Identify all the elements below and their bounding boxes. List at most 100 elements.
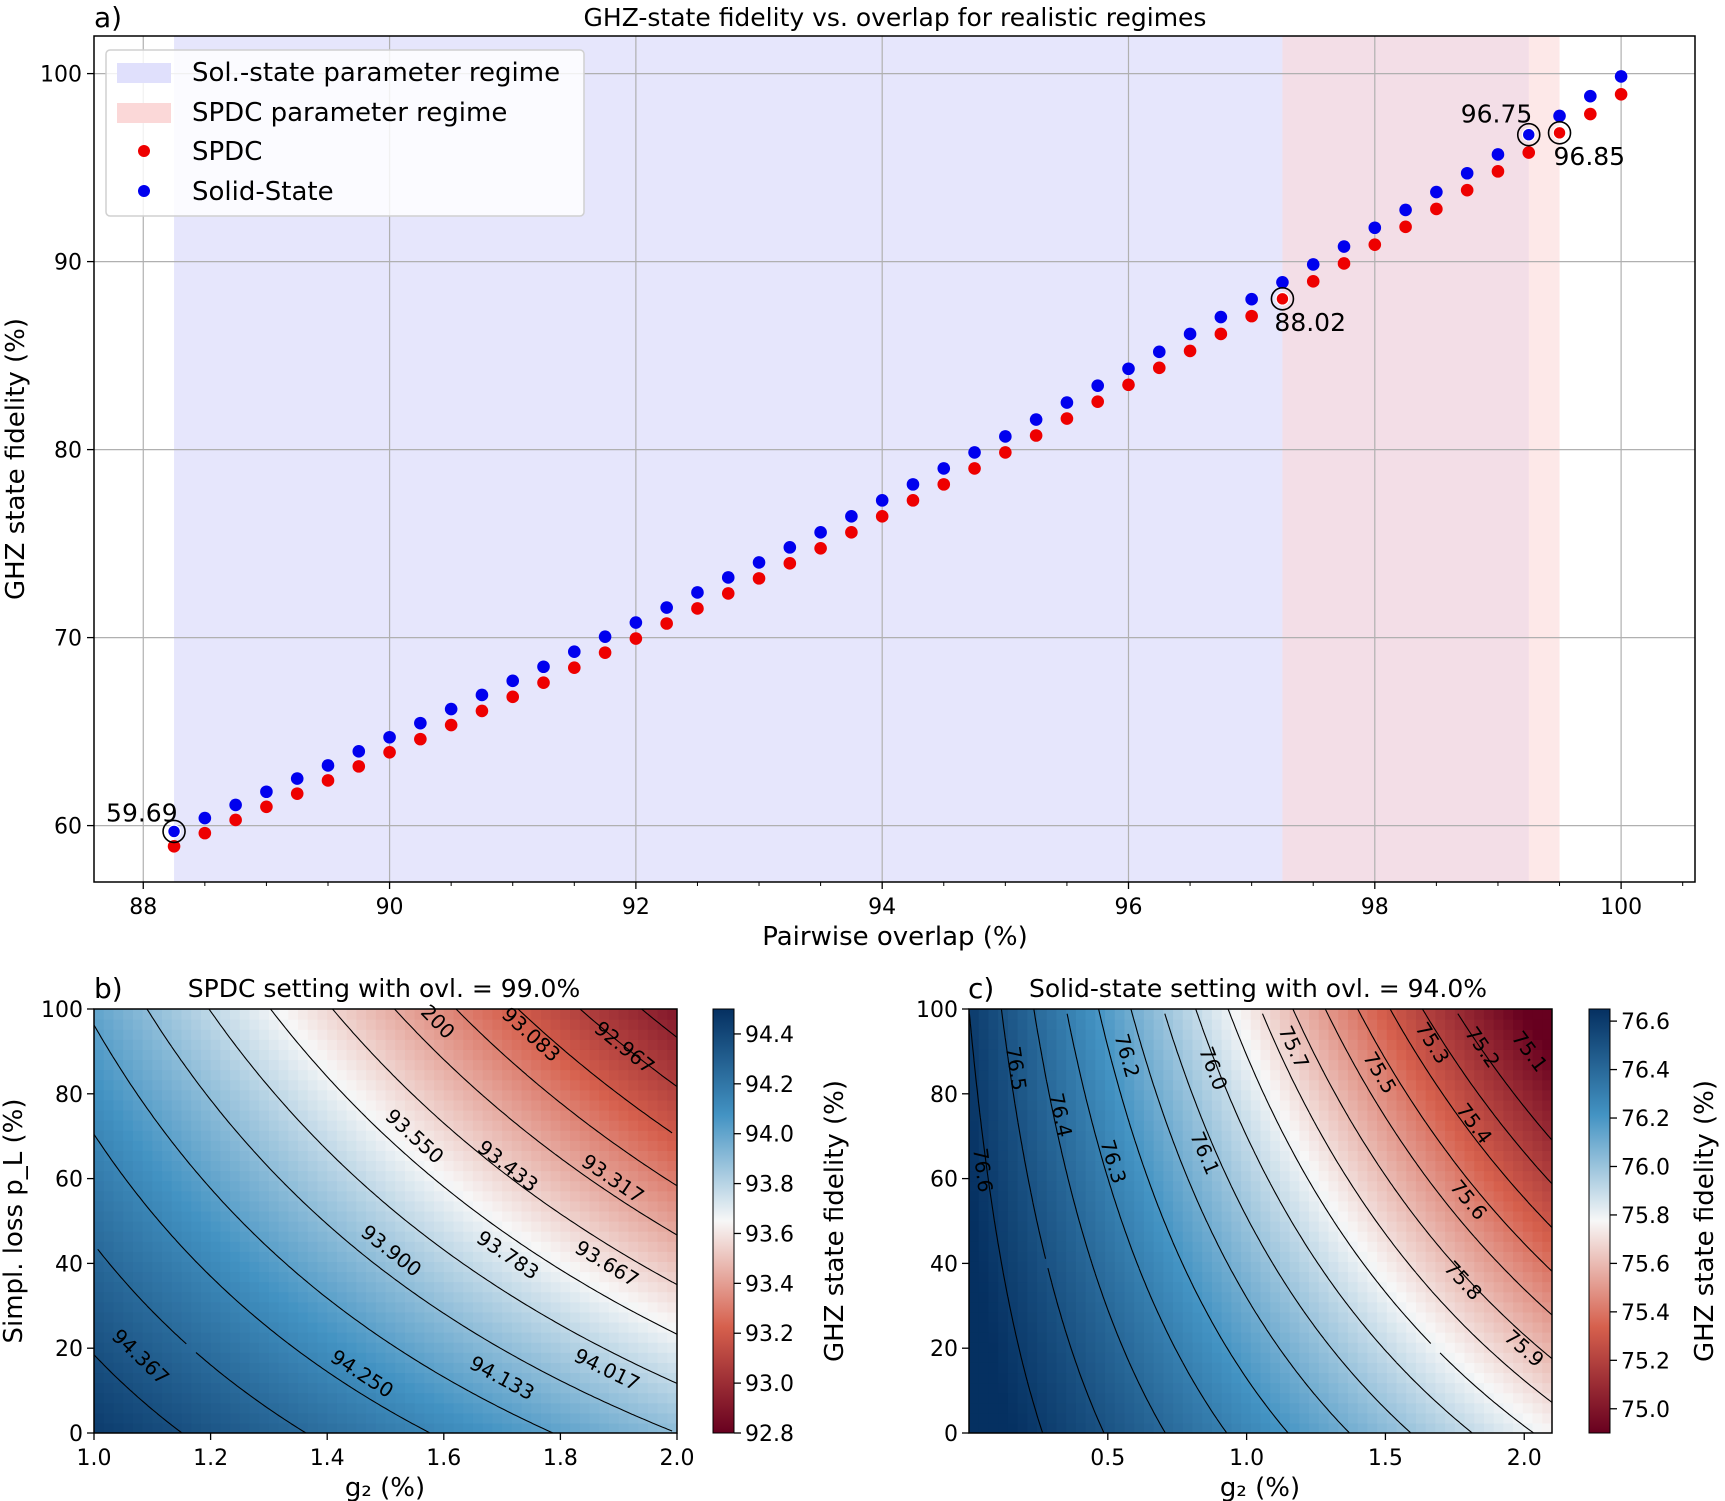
heat-cell [1221,1251,1232,1262]
heat-cell [259,1180,270,1192]
colorbar-tick-label-0: 92.8 [745,1422,794,1447]
heat-cell [969,1231,980,1242]
heat-cell [1299,1382,1310,1394]
heat-cell [336,1039,348,1050]
heat-cell [278,1402,289,1414]
heat-cell [1143,1120,1155,1131]
heat-cell [1435,1210,1446,1222]
heat-cell [1396,1301,1407,1313]
heat-cell [1163,1362,1174,1374]
heat-cell [969,1210,980,1222]
heat-cell [1289,1120,1300,1131]
heat-cell [978,1321,990,1333]
heat-cell [132,1362,144,1374]
heat-cell [570,1029,581,1040]
heat-cell [191,1150,202,1162]
heat-cell [346,1049,357,1061]
heat-cell [579,1382,591,1394]
heat-cell [1114,1251,1126,1262]
heat-cell [171,1009,183,1020]
heat-cell [492,1130,503,1141]
heat-cell [1347,1311,1359,1323]
heat-cell [1007,1079,1019,1091]
heat-cell [249,1079,260,1091]
heat-cell [1377,1382,1388,1394]
heat-cell [1464,1109,1475,1121]
heat-cell [1250,1049,1262,1061]
heat-cell [278,1372,289,1384]
heat-cell [560,1140,571,1151]
heat-cell [618,1412,630,1424]
heat-cell [589,1311,600,1323]
heat-cell [103,1059,115,1071]
heat-cell [1163,1422,1174,1433]
heat-cell [171,1392,183,1404]
heat-cell [502,1120,513,1131]
heat-cell [404,1352,416,1363]
heat-cell [1066,1039,1077,1050]
heat-cell [472,1291,484,1303]
heat-cell [94,1190,105,1202]
heat-cell [1338,1200,1349,1212]
heat-cell [1435,1372,1446,1384]
heat-cell [608,1241,620,1252]
heat-cell [1347,1412,1359,1424]
heat-cell [366,1372,377,1384]
heat-cell [424,1402,435,1414]
heat-cell [579,1099,591,1111]
heat-cell [1250,1200,1262,1212]
heat-cell [492,1271,503,1283]
heat-cell [220,1200,231,1212]
heat-cell [1406,1422,1417,1433]
heat-cell [1338,1190,1349,1202]
heat-cell [1377,1402,1388,1414]
heat-cell [988,1170,999,1182]
heat-cell [1309,1342,1320,1353]
heat-cell [1007,1130,1019,1141]
heat-cell [1250,1009,1262,1020]
heat-cell [103,1402,115,1414]
heat-cell [1231,1362,1242,1374]
heat-cell [1396,1140,1407,1151]
heat-cell [1377,1332,1388,1343]
heat-cell [404,1362,416,1374]
solid-point-23 [875,494,889,507]
heat-cell [463,1301,474,1313]
heat-cell [560,1422,571,1433]
heat-cell [1454,1039,1466,1050]
heat-cell [1445,1140,1456,1151]
heat-cell [1182,1089,1194,1101]
heat-cell [998,1059,1009,1071]
heat-cell [1464,1039,1475,1050]
heat-cell [1017,1422,1028,1433]
heat-cell [230,1140,241,1151]
heat-cell [1299,1352,1310,1363]
heat-cell [385,1382,396,1394]
heat-cell [1221,1099,1232,1111]
heat-cell [1279,1291,1291,1303]
heat-cell [608,1221,620,1232]
heat-cell [1425,1251,1436,1262]
heat-cell [1338,1362,1349,1374]
heat-cell [1415,1150,1427,1162]
heat-cell [1415,1039,1427,1050]
heat-cell [395,1342,406,1353]
heat-cell [1182,1019,1194,1030]
heat-cell [463,1362,474,1374]
heat-cell [453,1099,464,1111]
heat-cell [1328,1332,1339,1343]
heat-cell [152,1422,163,1433]
heat-cell [589,1029,600,1040]
heat-cell [220,1089,231,1101]
heat-cell [288,1150,299,1162]
heat-cell [1046,1372,1058,1384]
heat-cell [1143,1130,1155,1141]
heat-cell [162,1049,173,1061]
heat-cell [998,1261,1009,1273]
heat-cell [414,1049,425,1061]
heat-cell [492,1120,503,1131]
heat-cell [608,1311,620,1323]
heat-cell [414,1180,425,1192]
heat-cell [988,1271,999,1283]
